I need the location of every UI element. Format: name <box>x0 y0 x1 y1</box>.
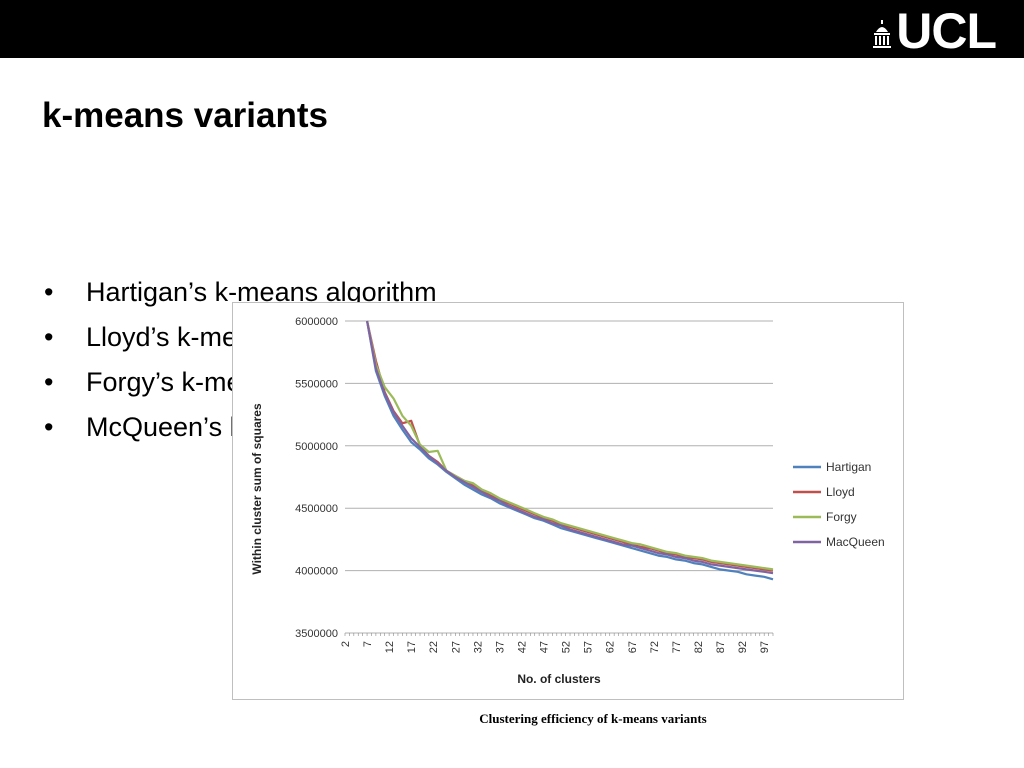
x-tick-label: 17 <box>406 641 418 653</box>
x-tick-label: 77 <box>671 641 683 653</box>
y-tick-label: 4000000 <box>295 566 338 578</box>
ucl-logo: UCL <box>872 3 997 59</box>
legend-label: Forgy <box>826 510 857 524</box>
x-tick-label: 2 <box>340 641 352 647</box>
x-tick-label: 47 <box>539 641 551 653</box>
y-axis-title: Within cluster sum of squares <box>250 403 264 575</box>
series-line-forgy <box>366 320 774 571</box>
x-tick-label: 92 <box>737 641 749 653</box>
legend-label: Lloyd <box>826 485 855 499</box>
y-tick-label: 3500000 <box>295 628 338 640</box>
series-line-hartigan <box>366 320 774 581</box>
x-tick-label: 87 <box>715 641 727 653</box>
y-tick-label: 4500000 <box>295 503 338 515</box>
x-tick-label: 62 <box>605 641 617 653</box>
x-tick-label: 57 <box>583 641 595 653</box>
header-bar: UCL <box>0 0 1024 58</box>
x-tick-label: 72 <box>649 641 661 653</box>
slide-title: k-means variants <box>42 96 328 135</box>
line-chart: 3500000 4000000 4500000 5000000 5500000 60000… <box>250 316 885 686</box>
legend-label: Hartigan <box>826 460 871 474</box>
figure-caption: Clustering efficiency of k-means variant… <box>479 711 707 726</box>
x-tick-label: 97 <box>759 641 771 653</box>
x-tick-label: 12 <box>384 641 396 653</box>
x-tick-label: 37 <box>494 641 506 653</box>
x-tick-label: 22 <box>428 641 440 653</box>
y-tick-label: 5500000 <box>295 378 338 390</box>
logo-text: UCL <box>896 3 997 59</box>
x-tick-label: 67 <box>627 641 639 653</box>
x-tick-label: 42 <box>516 641 528 653</box>
x-tick-label: 27 <box>450 641 462 653</box>
x-tick-label: 7 <box>362 641 374 647</box>
y-tick-label: 6000000 <box>295 316 338 328</box>
x-tick-label: 32 <box>472 641 484 653</box>
x-tick-label: 82 <box>693 641 705 653</box>
x-axis-title: No. of clusters <box>517 672 601 686</box>
chart-panel: 3500000 4000000 4500000 5000000 5500000 60000… <box>232 302 904 700</box>
series-line-macqueen <box>366 320 774 575</box>
x-tick-label: 52 <box>561 641 573 653</box>
y-tick-label: 5000000 <box>295 441 338 453</box>
legend-label: MacQueen <box>826 535 885 549</box>
portico-icon <box>873 20 892 48</box>
